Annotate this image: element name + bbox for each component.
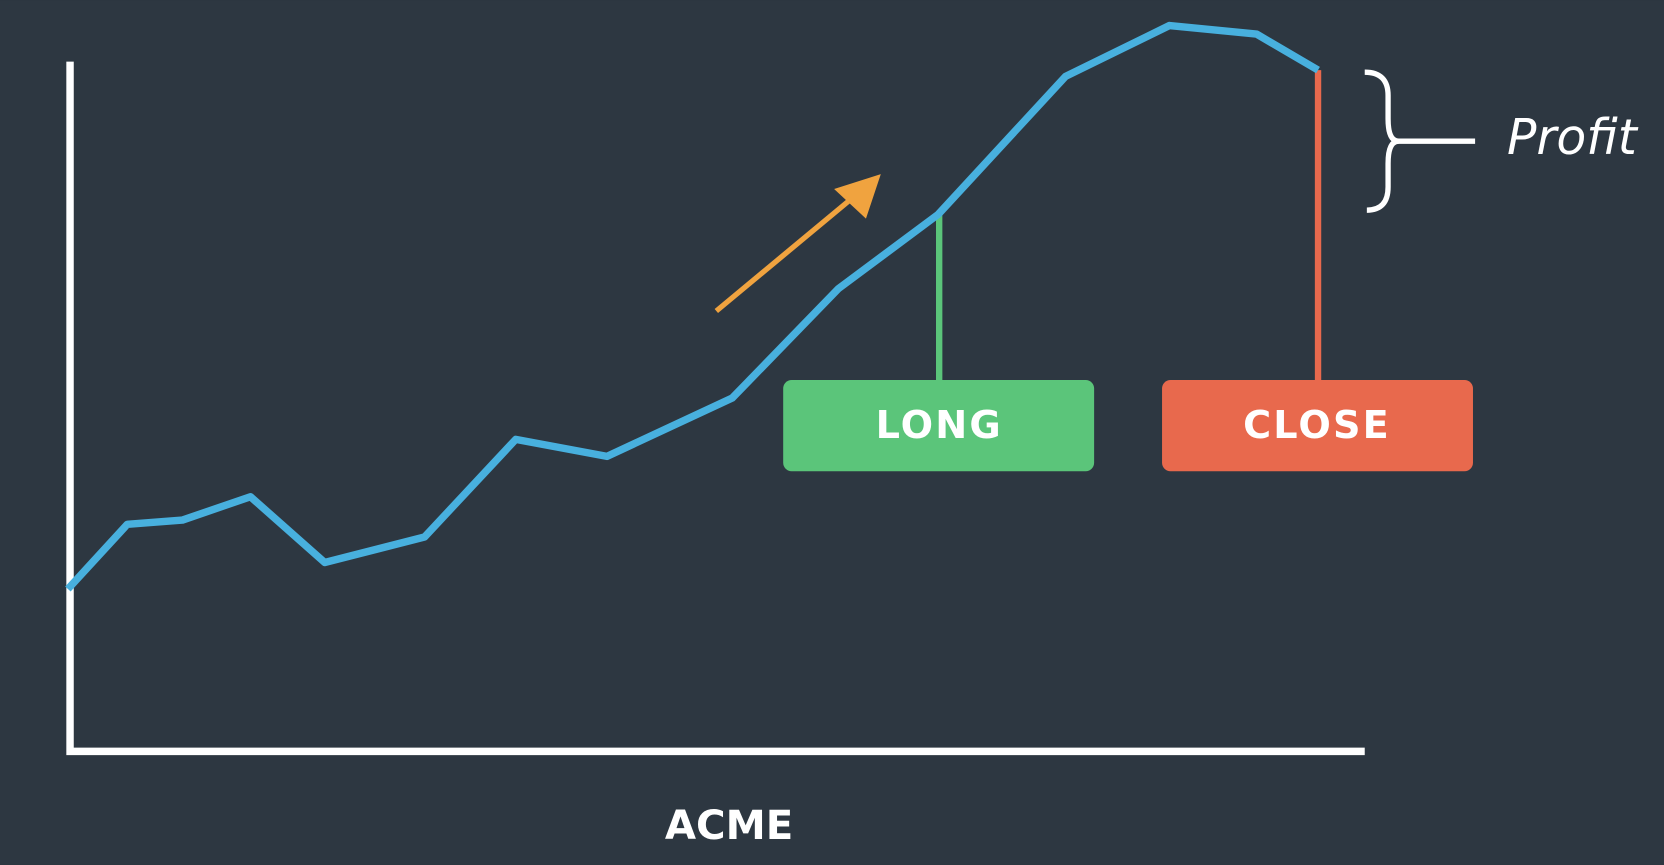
chart-title: ACME [665,802,793,849]
axes [66,61,1365,756]
close-label: CLOSE [1243,404,1391,448]
long-box [783,379,1095,472]
price-line [65,21,1320,592]
profit-label: Profit [1507,109,1639,166]
close-box [1162,379,1473,472]
long-label: LONG [876,404,1003,448]
trend-arrow [714,194,856,314]
trend-arrow-head [834,174,881,219]
